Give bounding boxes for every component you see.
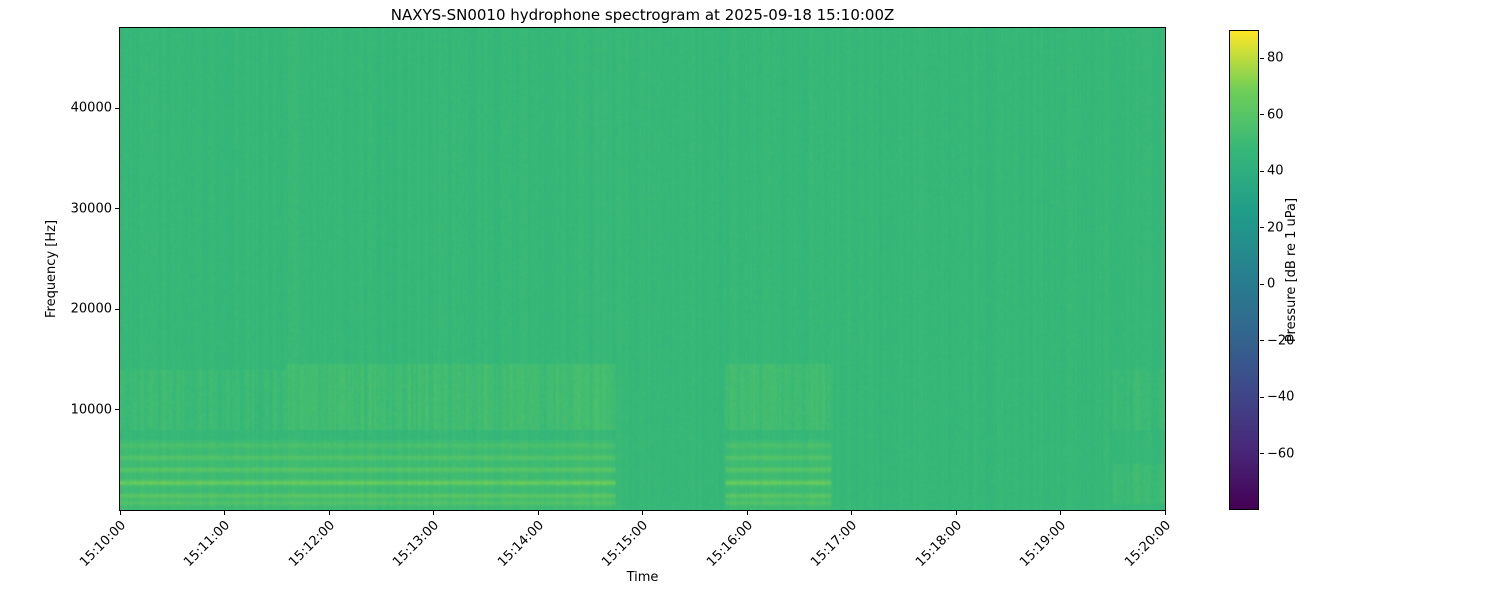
x-tick-mark: [328, 511, 330, 515]
colorbar-tick-mark: [1260, 453, 1264, 455]
x-tick-label: 15:13:00: [390, 518, 443, 570]
x-tick-label: 15:15:00: [599, 518, 652, 570]
x-tick-mark: [1164, 511, 1166, 515]
y-tick-mark: [115, 107, 119, 109]
y-axis-label: Frequency [Hz]: [44, 219, 59, 319]
y-tick-mark: [115, 409, 119, 411]
y-tick-mark: [115, 308, 119, 310]
x-tick-mark: [1060, 511, 1061, 515]
colorbar-tick-label: −60: [1267, 446, 1295, 462]
x-tick-mark: [537, 511, 539, 515]
x-tick-label: 15:20:00: [1121, 518, 1174, 570]
x-tick-label: 15:17:00: [808, 518, 861, 570]
x-tick-mark: [955, 511, 957, 515]
x-tick-mark: [642, 511, 643, 515]
colorbar-tick-label: −20: [1267, 333, 1295, 349]
chart-title: NAXYS-SN0010 hydrophone spectrogram at 2…: [390, 6, 895, 24]
y-tick-label: 40000: [70, 100, 112, 116]
x-tick-mark: [433, 511, 434, 515]
x-tick-label: 15:12:00: [285, 518, 338, 570]
y-tick-label: 10000: [70, 402, 112, 418]
spectrogram-canvas: [120, 28, 1165, 510]
colorbar-tick-label: −40: [1267, 389, 1295, 405]
y-tick-label: 30000: [70, 201, 112, 217]
colorbar-tick-label: 20: [1267, 220, 1284, 236]
colorbar-label: Pressure [dB re 1 uPa]: [1284, 197, 1299, 343]
colorbar-tick-label: 40: [1267, 163, 1284, 179]
colorbar: [1229, 30, 1259, 510]
colorbar-tick-label: 0: [1267, 276, 1276, 292]
x-tick-mark: [119, 511, 121, 515]
x-tick-mark: [851, 511, 852, 515]
colorbar-tick-mark: [1260, 114, 1264, 116]
colorbar-gradient: [1230, 31, 1258, 509]
x-tick-label: 15:10:00: [76, 518, 129, 570]
y-tick-label: 20000: [70, 301, 112, 317]
colorbar-tick-label: 80: [1267, 50, 1284, 66]
y-tick-mark: [115, 208, 119, 210]
x-tick-label: 15:11:00: [181, 518, 234, 570]
colorbar-tick-mark: [1260, 57, 1264, 59]
x-tick-label: 15:14:00: [494, 518, 547, 570]
colorbar-tick-mark: [1260, 396, 1264, 398]
x-tick-label: 15:16:00: [703, 518, 756, 570]
x-tick-mark: [224, 511, 225, 515]
colorbar-tick-label: 60: [1267, 107, 1284, 123]
x-axis-label: Time: [626, 570, 659, 585]
x-tick-mark: [746, 511, 748, 515]
colorbar-tick-mark: [1260, 283, 1264, 285]
colorbar-tick-mark: [1260, 340, 1264, 342]
colorbar-tick-mark: [1260, 227, 1264, 229]
x-tick-label: 15:19:00: [1017, 518, 1070, 570]
plot-area: [119, 27, 1166, 511]
colorbar-tick-mark: [1260, 170, 1264, 172]
x-tick-label: 15:18:00: [912, 518, 965, 570]
